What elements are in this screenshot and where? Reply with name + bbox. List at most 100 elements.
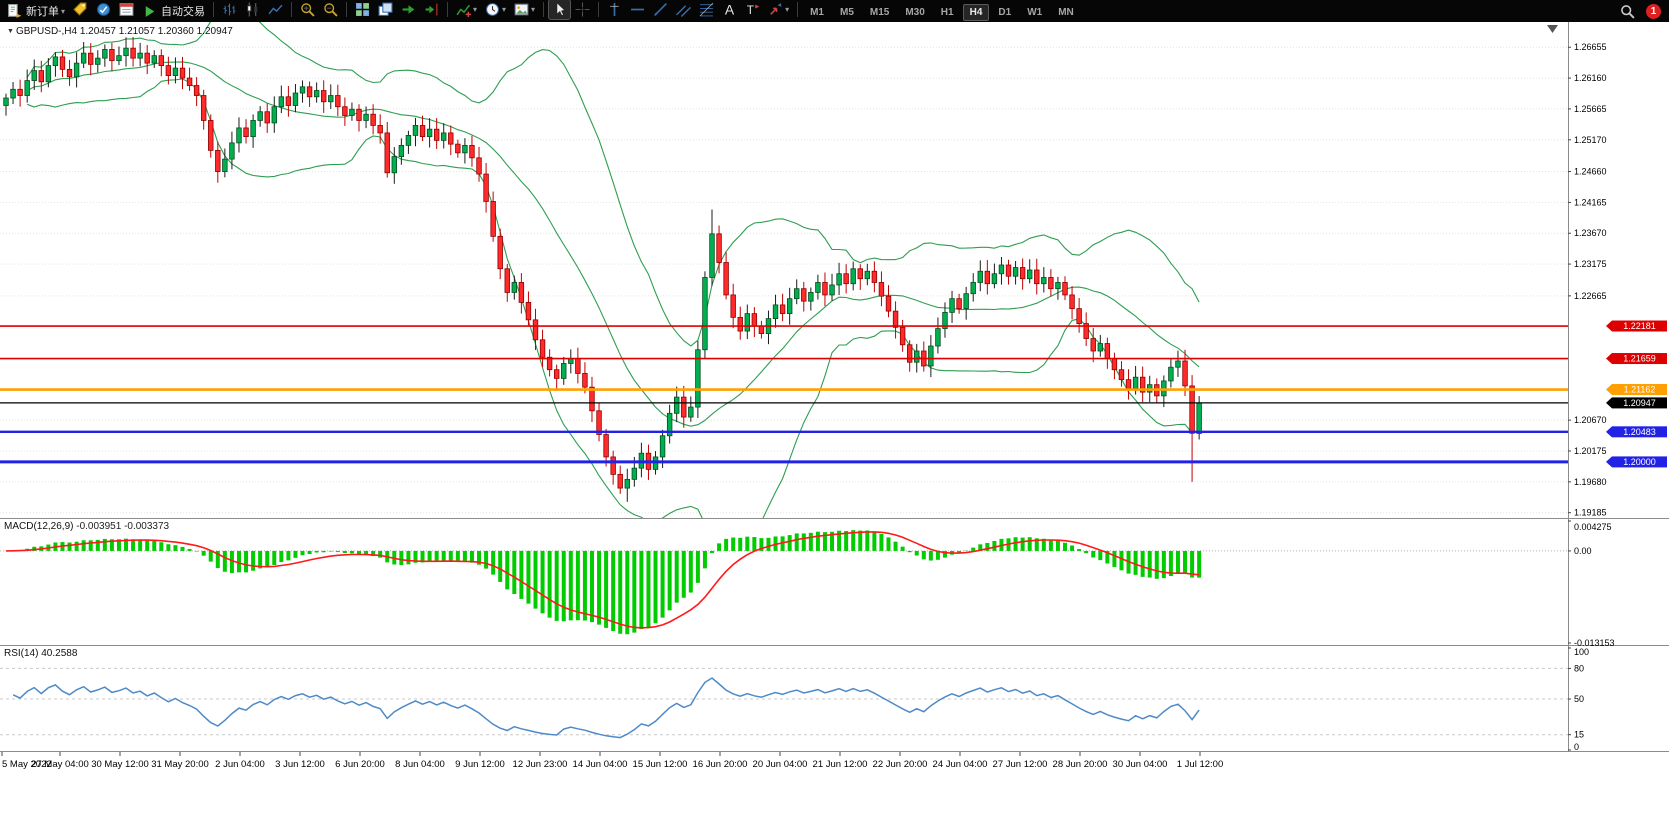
candle — [66, 59, 73, 86]
auto-scroll-icon — [401, 2, 416, 17]
price-tick-label: 1.24660 — [1574, 167, 1607, 177]
auto-scroll-button[interactable] — [398, 0, 419, 19]
line-chart-button[interactable] — [265, 0, 286, 19]
candle — [1076, 298, 1082, 333]
timeframe-m15-button[interactable]: M15 — [869, 7, 890, 18]
timeframe-m30-button[interactable]: M30 — [905, 7, 925, 18]
arrows-icon — [768, 2, 783, 17]
candlestick-chart-button[interactable] — [242, 0, 263, 19]
time-label: 2 Jun 04:00 — [215, 759, 265, 770]
vertical-line-button[interactable] — [604, 0, 625, 19]
candle — [561, 356, 567, 385]
candle — [1118, 361, 1125, 387]
auto-trading-button[interactable]: 自动交易 — [139, 2, 208, 21]
candle — [257, 106, 263, 127]
tile-windows-button[interactable] — [352, 0, 373, 19]
search-button[interactable] — [1617, 2, 1638, 21]
price-axis[interactable]: 1.26655 1.26160 1.25665 1.25170 1.24660 1.241… — [1568, 42, 1607, 518]
rsi-panel[interactable] — [0, 667, 1568, 739]
time-label: 24 Jun 04:00 — [933, 759, 988, 770]
auto-trading-label: 自动交易 — [161, 6, 206, 18]
candle — [38, 60, 44, 93]
zoom-out-button[interactable] — [320, 0, 341, 19]
channel-icon — [676, 2, 692, 17]
market-watch-button[interactable] — [93, 0, 114, 19]
text-label-button[interactable]: T — [742, 0, 763, 19]
candle — [1097, 334, 1103, 357]
candle — [850, 261, 856, 291]
candle — [208, 114, 214, 158]
cursor-button[interactable] — [548, 0, 572, 20]
candle — [370, 104, 376, 135]
indicators-button[interactable]: ▾ — [453, 0, 480, 19]
bar-chart-button[interactable] — [219, 0, 240, 19]
candle — [363, 106, 369, 129]
horizontal-line-button[interactable] — [627, 0, 648, 19]
candle — [384, 121, 390, 178]
text-button[interactable]: A — [719, 0, 740, 19]
candle — [1062, 276, 1068, 301]
notifications-badge[interactable]: 1 — [1646, 3, 1661, 19]
price-tick-label: 1.20670 — [1574, 415, 1607, 425]
candle — [991, 263, 998, 289]
market-watch-icon — [96, 2, 111, 17]
time-label: 6 Jun 20:00 — [335, 759, 385, 770]
timeframe-mn-button[interactable]: MN — [1058, 7, 1074, 18]
candle — [610, 450, 616, 485]
timeframe-m5-button[interactable]: M5 — [839, 7, 854, 18]
timeframe-w1-button[interactable]: W1 — [1027, 7, 1043, 18]
candle — [130, 36, 136, 67]
candle — [412, 117, 419, 147]
price-line-label — [1612, 353, 1667, 365]
horizontal-price-lines[interactable] — [0, 325, 1568, 464]
candle — [808, 287, 814, 311]
time-label: 9 Jun 12:00 — [455, 759, 505, 770]
templates-button[interactable]: ▾ — [511, 0, 538, 19]
data-window-button[interactable] — [116, 0, 137, 19]
timeframe-d1-button[interactable]: D1 — [998, 7, 1012, 18]
candle — [73, 52, 80, 88]
timeframe-h4-button[interactable]: H4 — [962, 4, 990, 21]
candle — [271, 96, 277, 133]
svg-text:1.21162: 1.21162 — [1624, 385, 1656, 395]
macd-tick-label: 0.004275 — [1574, 522, 1612, 532]
candle — [144, 44, 150, 75]
candlestick-series[interactable] — [3, 36, 1202, 502]
timeframe-h1-button[interactable]: H1 — [940, 7, 954, 18]
new-order-button[interactable]: 新订单 ▾ — [4, 2, 68, 21]
rsi-axis[interactable]: 100 80 50 15 0 — [1568, 647, 1589, 752]
candle — [342, 97, 348, 126]
time-label: 5 May 2022 — [2, 759, 52, 770]
chevron-down-icon: ▾ — [531, 5, 536, 14]
time-label: 27 Jun 12:00 — [993, 759, 1048, 770]
chart-shift-button[interactable] — [421, 0, 442, 19]
toolbar-right: 1 — [1616, 2, 1666, 21]
candle — [285, 86, 292, 117]
chart-shift-marker-icon[interactable] — [1547, 25, 1558, 33]
candle — [1083, 312, 1089, 346]
macd-axis[interactable]: 0.004275 0.00 -0.013153 — [1568, 520, 1615, 648]
trendline-button[interactable] — [650, 0, 671, 19]
timeframe-m1-button[interactable]: M1 — [810, 7, 824, 18]
crosshair-button[interactable] — [572, 0, 593, 19]
candle — [320, 80, 327, 113]
candlestick-chart-icon — [245, 2, 260, 17]
macd-panel[interactable] — [0, 530, 1568, 635]
crosshair-icon — [575, 2, 590, 17]
time-label: 21 Jun 12:00 — [813, 759, 868, 770]
zoom-in-button[interactable] — [297, 0, 318, 19]
chevron-down-icon: ▾ — [61, 6, 66, 16]
fibonacci-button[interactable] — [696, 0, 717, 19]
cascade-windows-button[interactable] — [375, 0, 396, 19]
candle — [278, 85, 285, 114]
rsi-value: 40.2588 — [41, 648, 78, 659]
time-periods-button[interactable]: ▾ — [482, 0, 509, 19]
candle — [857, 264, 863, 290]
macd-tick-label: 0.00 — [1574, 546, 1592, 556]
arrows-button[interactable]: ▾ — [765, 0, 792, 19]
price-tags-button[interactable] — [70, 0, 91, 19]
channel-button[interactable] — [673, 0, 694, 19]
candle — [822, 272, 828, 307]
